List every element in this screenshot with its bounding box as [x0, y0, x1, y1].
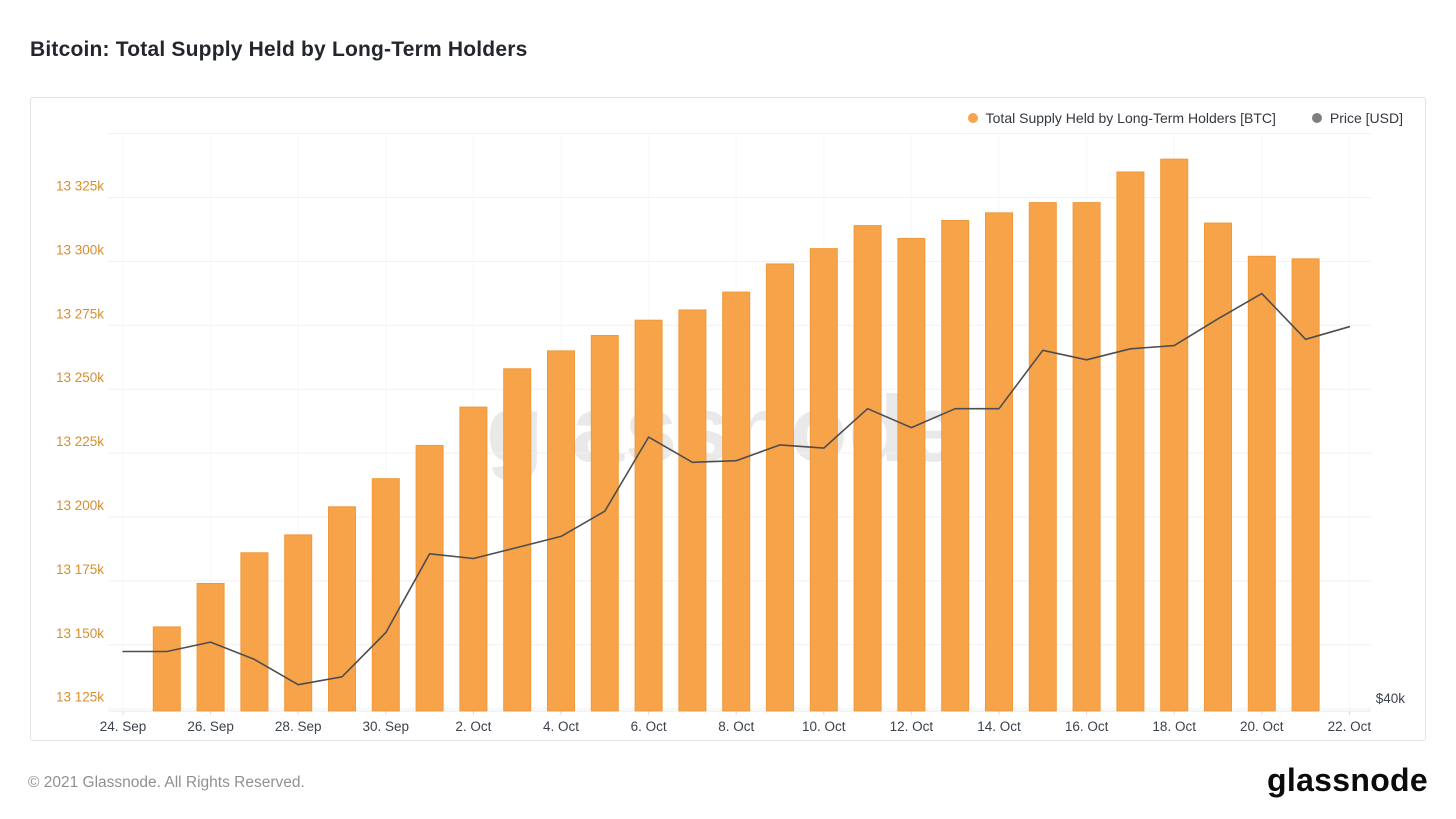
supply-bar[interactable] — [371, 478, 400, 712]
left-axis-tick-label: 13 250k — [56, 370, 104, 385]
x-axis-tick-label: 2. Oct — [455, 719, 491, 734]
legend-label-price: Price [USD] — [1329, 110, 1403, 126]
x-axis-tick-label: 28. Sep — [275, 719, 322, 734]
chart-legend: Total Supply Held by Long-Term Holders [… — [967, 110, 1403, 126]
supply-bar[interactable] — [1072, 202, 1101, 712]
supply-bar[interactable] — [1291, 258, 1320, 712]
x-axis-tick-label: 20. Oct — [1240, 719, 1284, 734]
glassnode-logo[interactable]: glassnode — [1267, 762, 1428, 798]
supply-bar[interactable] — [1204, 222, 1232, 712]
supply-bar[interactable] — [722, 291, 751, 712]
supply-bar[interactable] — [1160, 158, 1189, 712]
x-axis-tick-label: 30. Sep — [363, 719, 410, 734]
left-axis-tick-label: 13 150k — [56, 626, 104, 641]
supply-bar[interactable] — [1028, 202, 1057, 712]
x-axis-tick-label: 18. Oct — [1152, 719, 1196, 734]
supply-bar[interactable] — [766, 263, 794, 712]
x-axis-tick-label: 16. Oct — [1065, 719, 1109, 734]
supply-bar[interactable] — [196, 582, 225, 712]
supply-bar[interactable] — [897, 237, 926, 712]
left-axis-tick-label: 13 175k — [56, 562, 104, 577]
supply-bar[interactable] — [853, 225, 882, 712]
footer: © 2021 Glassnode. All Rights Reserved. g… — [0, 758, 1456, 808]
chart-canvas[interactable]: 13 325k 13 300k 13 275k 13 250k 13 225k 13 20… — [31, 98, 1425, 740]
legend-item-supply[interactable]: Total Supply Held by Long-Term Holders [… — [967, 110, 1276, 126]
supply-bar[interactable] — [678, 309, 707, 712]
supply-bar[interactable] — [1247, 255, 1276, 712]
left-axis-tick-label: 13 300k — [56, 242, 104, 257]
x-axis-tick-label: 26. Sep — [187, 719, 234, 734]
supply-bar[interactable] — [240, 552, 269, 712]
x-axis-tick-label: 4. Oct — [543, 719, 579, 734]
legend-label-supply: Total Supply Held by Long-Term Holders [… — [985, 110, 1276, 126]
legend-dot-supply-icon — [967, 113, 978, 123]
x-axis-tick-label: 10. Oct — [802, 719, 846, 734]
footer-copyright: © 2021 Glassnode. All Rights Reserved. — [28, 774, 305, 791]
supply-bar[interactable] — [1116, 171, 1145, 712]
right-axis-tick-label: $40k — [1376, 691, 1406, 706]
supply-bar[interactable] — [985, 212, 1013, 712]
left-axis-tick-label: 13 275k — [56, 306, 104, 321]
legend-item-price[interactable]: Price [USD] — [1311, 110, 1403, 126]
page-title: Bitcoin: Total Supply Held by Long-Term … — [30, 38, 528, 61]
x-axis-tick-label: 24. Sep — [100, 719, 147, 734]
supply-bar[interactable] — [547, 350, 575, 712]
supply-bar[interactable] — [590, 335, 619, 712]
supply-bar[interactable] — [284, 534, 313, 712]
left-axis-tick-label: 13 325k — [56, 179, 104, 194]
x-axis-tick-label: 12. Oct — [890, 719, 934, 734]
x-axis-tick-label: 8. Oct — [718, 719, 754, 734]
x-axis-tick-label: 22. Oct — [1328, 719, 1372, 734]
legend-dot-price-icon — [1311, 113, 1322, 123]
left-axis-tick-label: 13 125k — [56, 690, 104, 705]
price-line[interactable] — [122, 292, 1351, 686]
supply-bar[interactable] — [634, 319, 663, 712]
x-axis-tick-label: 14. Oct — [977, 719, 1021, 734]
supply-bar[interactable] — [941, 220, 970, 712]
left-axis-tick-label: 13 200k — [56, 498, 104, 513]
supply-bar[interactable] — [503, 368, 532, 712]
supply-bar[interactable] — [415, 444, 444, 712]
supply-bar[interactable] — [328, 506, 356, 712]
x-axis-tick-label: 6. Oct — [631, 719, 667, 734]
left-axis-tick-label: 13 225k — [56, 434, 104, 449]
supply-bar[interactable] — [152, 626, 181, 712]
supply-bar[interactable] — [809, 248, 838, 712]
